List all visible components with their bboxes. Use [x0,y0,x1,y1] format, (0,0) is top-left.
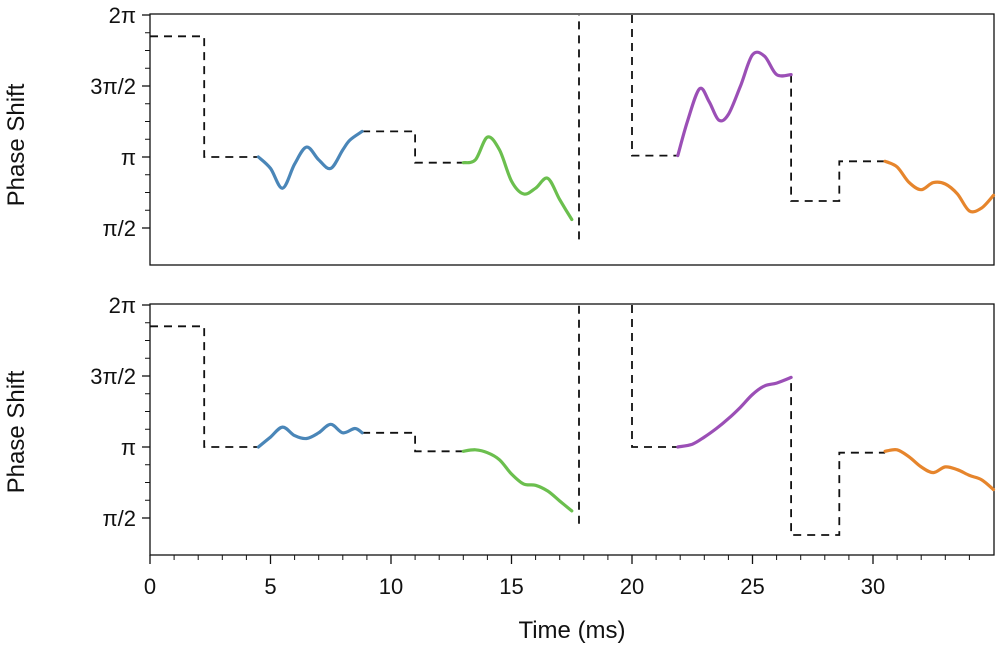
top-y-tick-label: π [121,145,136,170]
bottom-step-guide [150,305,886,536]
x-tick-label: 15 [499,574,523,599]
x-tick-label: 30 [861,574,885,599]
bottom-series-line-1 [256,422,364,449]
x-tick-label: 5 [264,574,276,599]
x-tick-label: 25 [740,574,764,599]
top-step-guide [150,15,886,240]
bottom-step-path [150,305,886,536]
bottom-series-line-4 [883,447,996,492]
top-y-tick-label: 3π/2 [90,74,136,99]
top-series-line-2 [461,135,574,222]
bottom-y-axis: π/2 π 3π/2 2π [90,293,150,531]
bottom-y-tick-label: π/2 [102,506,136,531]
x-tick-label: 10 [379,574,403,599]
bottom-series-line-3 [676,375,793,449]
bottom-y-tick-label: π [121,435,136,460]
x-tick-label: 20 [620,574,644,599]
bottom-y-tick-label: 3π/2 [90,364,136,389]
bottom-panel: π/2 π 3π/2 2π 0 5 10 15 20 25 30 Phase Shift Time… [3,293,996,644]
bottom-y-axis-title: Phase Shift [3,370,30,493]
bottom-x-axis: 0 5 10 15 20 25 30 [144,555,970,599]
top-panel: π/2 π 3π/2 2π Phase Shift [3,3,996,266]
top-y-tick-label: 2π [109,3,136,28]
top-y-tick-label: π/2 [102,216,136,241]
top-panel-frame [149,13,995,266]
bottom-series-line-2 [461,448,574,513]
top-series-group [256,50,996,222]
top-series-line-1 [256,129,364,190]
top-step-path [150,15,886,240]
x-axis-title: Time (ms) [518,617,625,644]
top-series-line-3 [676,50,793,158]
x-tick-label: 0 [144,574,156,599]
bottom-series-group [256,375,996,513]
bottom-y-tick-label: 2π [109,293,136,318]
top-series-line-4 [883,159,996,214]
top-y-axis: π/2 π 3π/2 2π [90,3,150,241]
top-y-axis-title: Phase Shift [3,83,30,206]
